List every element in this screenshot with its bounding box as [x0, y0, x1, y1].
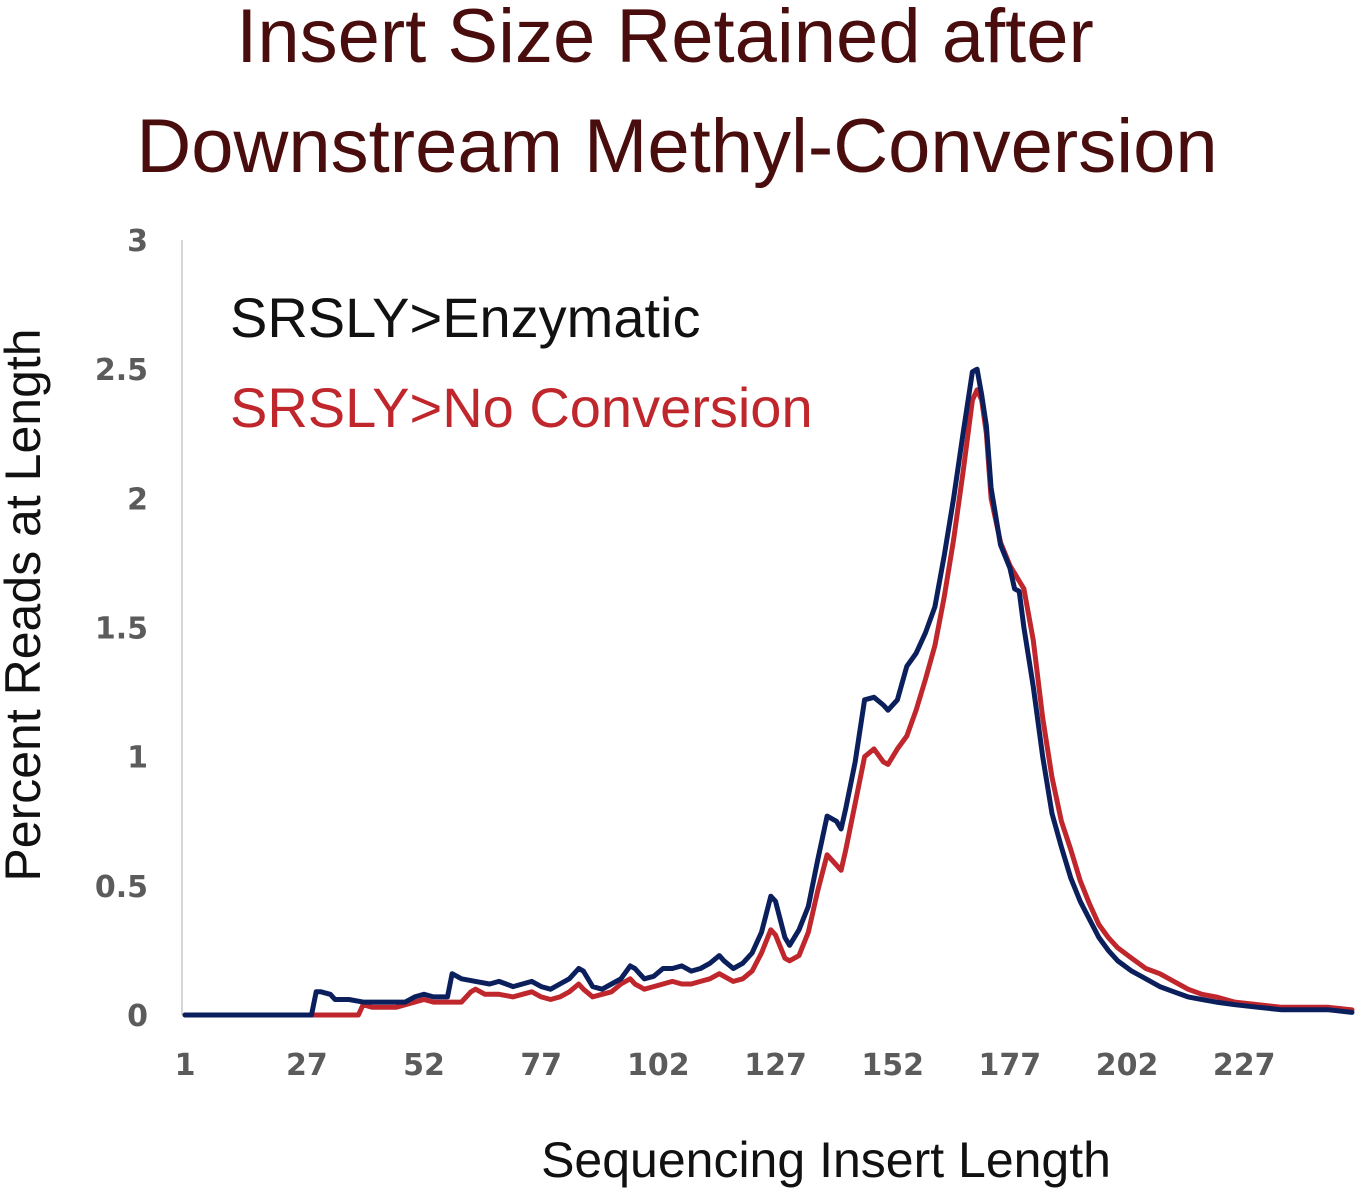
x-tick-label: 177	[979, 1048, 1042, 1083]
y-tick-labels: 0 0.5 1 1.5 2 2.5 3	[95, 224, 148, 1034]
y-tick-label: 2	[127, 482, 148, 517]
chart-title-line-1: Insert Size Retained after	[236, 0, 1094, 79]
y-tick-label: 3	[127, 224, 148, 259]
x-tick-label: 52	[403, 1048, 445, 1083]
y-axis-title: Percent Reads at Length	[0, 328, 51, 881]
y-tick-label: 1	[127, 741, 148, 776]
x-tick-label: 1	[175, 1048, 196, 1083]
x-tick-labels: 1 27 52 77 102 127 152 177 202 227	[175, 1048, 1276, 1083]
y-tick-label: 2.5	[95, 353, 148, 388]
x-tick-label: 102	[627, 1048, 690, 1083]
x-axis-title: Sequencing Insert Length	[541, 1132, 1111, 1188]
legend: SRSLY>Enzymatic SRSLY>No Conversion	[230, 286, 813, 439]
x-tick-label: 77	[520, 1048, 562, 1083]
y-tick-label: 1.5	[95, 612, 148, 647]
x-tick-label: 227	[1213, 1048, 1276, 1083]
legend-entry-no-conversion: SRSLY>No Conversion	[230, 376, 813, 439]
legend-entry-enzymatic: SRSLY>Enzymatic	[230, 286, 700, 349]
x-tick-label: 202	[1096, 1048, 1159, 1083]
x-tick-label: 127	[744, 1048, 807, 1083]
x-tick-label: 152	[861, 1048, 924, 1083]
y-tick-label: 0	[127, 999, 148, 1034]
series-lines	[182, 366, 1355, 1018]
chart-title-line-2: Downstream Methyl-Conversion	[136, 104, 1217, 189]
y-tick-label: 0.5	[95, 870, 148, 905]
series-line-enzymatic	[182, 366, 1355, 1018]
x-tick-label: 27	[286, 1048, 328, 1083]
series-line-no-conversion	[182, 387, 1355, 1018]
